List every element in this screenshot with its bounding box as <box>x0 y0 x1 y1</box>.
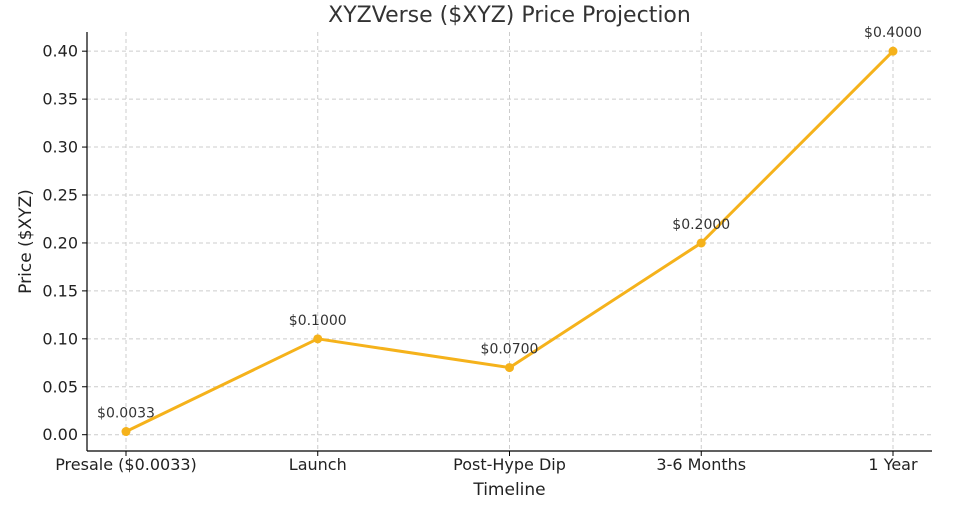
y-tick-label: 0.25 <box>42 185 78 204</box>
data-point <box>696 238 706 248</box>
data-point <box>121 427 131 437</box>
data-label: $0.0033 <box>97 406 155 422</box>
data-label: $0.4000 <box>864 25 922 41</box>
y-tick-label: 0.10 <box>42 329 78 348</box>
y-tick-label: 0.30 <box>42 138 78 157</box>
x-tick-label: Launch <box>289 455 347 474</box>
data-point <box>313 334 323 344</box>
data-point <box>505 363 514 373</box>
y-tick-label: 0.00 <box>42 425 78 444</box>
y-tick-label: 0.20 <box>42 233 78 252</box>
data-label: $0.0700 <box>481 342 539 358</box>
x-tick-label: 1 Year <box>868 455 918 474</box>
x-tick-label: 3-6 Months <box>656 455 746 474</box>
x-tick-label: Presale ($0.0033) <box>55 455 197 474</box>
series-line <box>125 50 895 433</box>
grid <box>87 32 932 451</box>
y-tick-label: 0.40 <box>42 42 78 61</box>
data-label: $0.2000 <box>672 217 730 233</box>
data-point <box>888 46 898 56</box>
y-tick-label: 0.05 <box>42 377 78 396</box>
series <box>121 46 898 437</box>
chart-title: XYZVerse ($XYZ) Price Projection <box>328 3 691 28</box>
y-tick-label: 0.35 <box>42 90 78 109</box>
y-axis-ticks: 0.00 0.05 0.10 0.15 0.20 0.25 0.30 0.35 0.40 <box>42 42 87 444</box>
x-axis-title: Timeline <box>472 480 545 500</box>
data-labels: $0.0033 $0.1000 $0.0700 $0.2000 $0.4000 <box>97 25 922 421</box>
y-axis-title: Price ($XYZ) <box>16 189 36 294</box>
x-tick-label: Post-Hype Dip <box>453 455 566 474</box>
data-label: $0.1000 <box>289 313 347 329</box>
y-tick-label: 0.15 <box>42 281 78 300</box>
x-axis-ticks: Presale ($0.0033) Launch Post-Hype Dip 3-6 … <box>55 451 918 474</box>
